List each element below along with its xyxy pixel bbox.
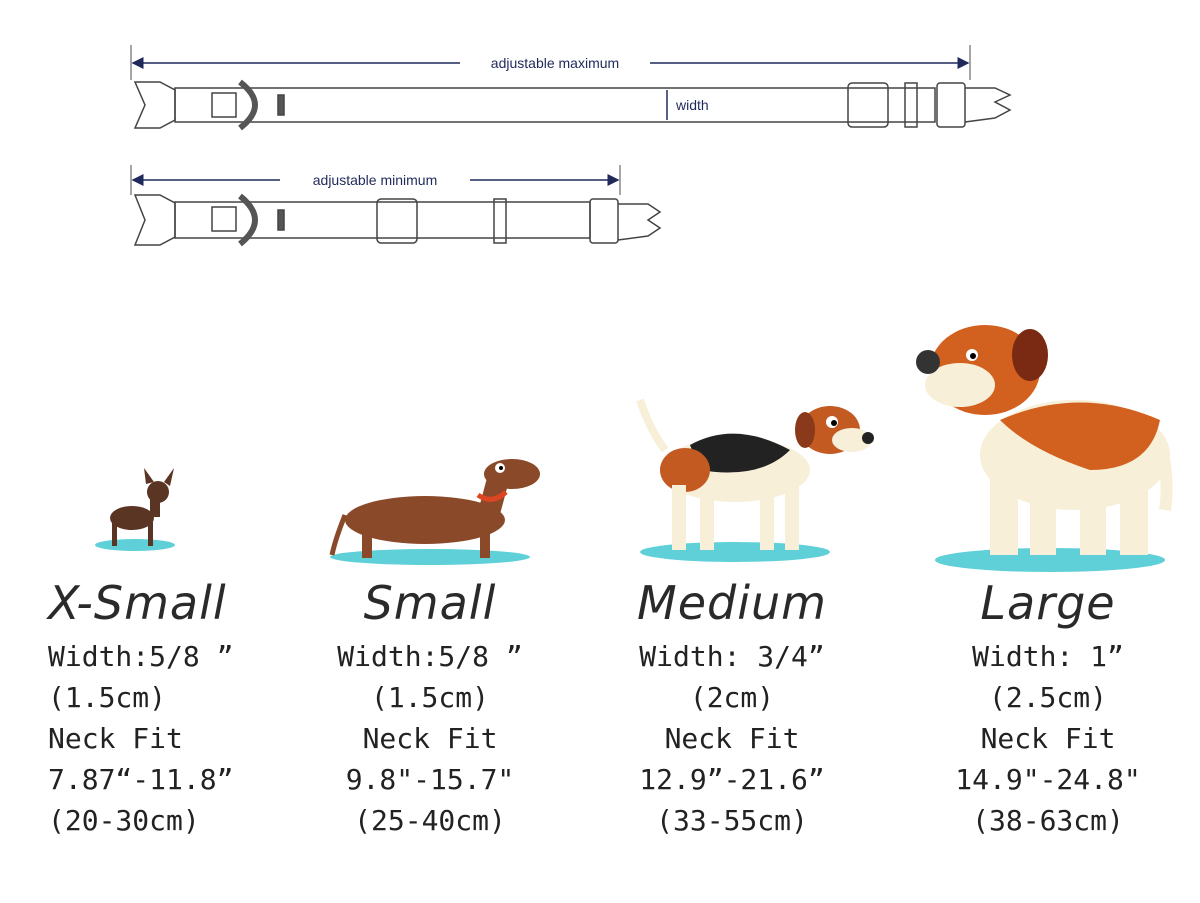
neck-fit-value: 9.8"-15.7" bbox=[345, 763, 515, 796]
neck-fit-cm: (38-63cm) bbox=[972, 804, 1124, 837]
width-cm: (1.5cm) bbox=[48, 681, 167, 714]
neck-fit-cm: (33-55cm) bbox=[656, 804, 808, 837]
width-value: Width:5/8 ” bbox=[48, 640, 234, 673]
buckle-female-icon bbox=[133, 81, 176, 129]
width-value: Width: 1” bbox=[972, 640, 1124, 673]
collar-minimum bbox=[130, 165, 662, 247]
size-medium: Medium Width: 3/4” (2cm) Neck Fit 12.9”-… bbox=[582, 570, 882, 841]
adjustable-maximum-label: adjustable maximum bbox=[491, 55, 619, 71]
saint-bernard-illustration bbox=[916, 325, 1173, 572]
neck-fit-label: Neck Fit bbox=[980, 722, 1116, 755]
dachshund-illustration bbox=[329, 459, 540, 565]
buckle-male-icon bbox=[964, 87, 1012, 123]
neck-fit-label: Neck Fit bbox=[664, 722, 800, 755]
width-cm: (1.5cm) bbox=[370, 681, 489, 714]
width-value: Width: 3/4” bbox=[639, 640, 825, 673]
size-name: Small bbox=[363, 576, 497, 630]
stitch-patch-icon bbox=[211, 92, 237, 118]
d-ring-icon bbox=[238, 79, 258, 131]
width-cm: (2.5cm) bbox=[988, 681, 1107, 714]
size-name: Medium bbox=[637, 576, 827, 630]
width-cm: (2cm) bbox=[689, 681, 775, 714]
width-label: width bbox=[675, 97, 709, 113]
neck-fit-cm: (25-40cm) bbox=[354, 804, 506, 837]
size-small: Small Width:5/8 ” (1.5cm) Neck Fit 9.8"-… bbox=[280, 570, 580, 841]
neck-fit-label: Neck Fit bbox=[362, 722, 498, 755]
size-name: X-Small bbox=[48, 576, 227, 630]
chihuahua-illustration bbox=[95, 468, 175, 551]
size-large: Large Width: 1” (2.5cm) Neck Fit 14.9"-2… bbox=[898, 570, 1198, 841]
adjustable-minimum-label: adjustable minimum bbox=[313, 172, 438, 188]
size-xsmall: X-Small Width:5/8 ” (1.5cm) Neck Fit 7.8… bbox=[48, 570, 348, 841]
neck-fit-value: 14.9"-24.8" bbox=[955, 763, 1141, 796]
beagle-illustration bbox=[636, 398, 874, 562]
slide-adjuster-icon bbox=[847, 82, 889, 128]
neck-fit-cm: (20-30cm) bbox=[48, 804, 200, 837]
size-name: Large bbox=[980, 576, 1116, 630]
collar-maximum bbox=[130, 45, 1012, 131]
width-value: Width:5/8 ” bbox=[337, 640, 523, 673]
neck-fit-label: Neck Fit bbox=[48, 722, 183, 755]
neck-fit-value: 7.87“-11.8” bbox=[48, 763, 234, 796]
neck-fit-value: 12.9”-21.6” bbox=[639, 763, 825, 796]
